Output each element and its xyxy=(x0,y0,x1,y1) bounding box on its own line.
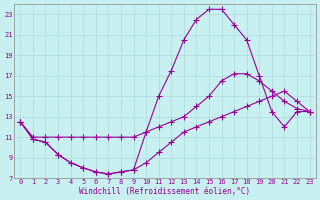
X-axis label: Windchill (Refroidissement éolien,°C): Windchill (Refroidissement éolien,°C) xyxy=(79,187,251,196)
